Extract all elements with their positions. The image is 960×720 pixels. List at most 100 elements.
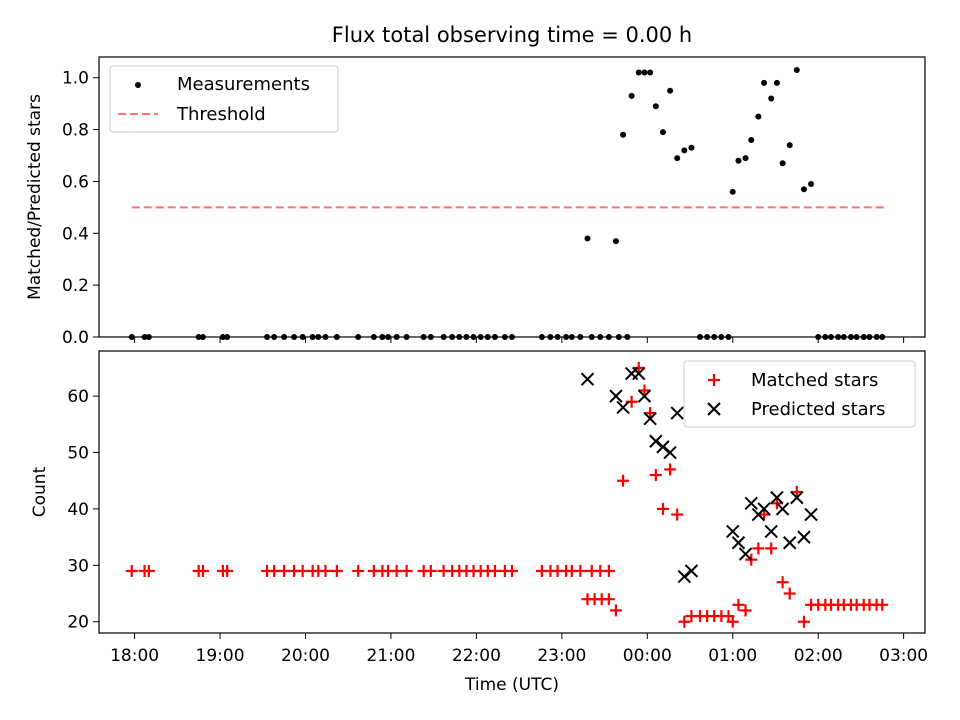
measurement-point xyxy=(681,147,688,154)
xtick-label: 20:00 xyxy=(281,646,330,666)
predicted-stars-points xyxy=(580,366,818,584)
measurement-point xyxy=(612,238,619,245)
matched-star-point xyxy=(632,361,645,374)
matched-star-point xyxy=(726,615,739,628)
matched-star-point xyxy=(196,564,209,577)
predicted-star-point xyxy=(656,440,670,454)
predicted-star-point xyxy=(782,536,797,550)
bottom-y-ticks: 20 30 40 50 60 xyxy=(67,387,99,633)
measurement-point xyxy=(659,129,666,136)
predicted-star-point xyxy=(643,411,657,426)
chart-title: Flux total observing time = 0.00 h xyxy=(332,23,692,47)
top-legend-box xyxy=(109,65,339,133)
predicted-star-point xyxy=(663,445,677,460)
top-y-ticks: 0.0 0.2 0.4 0.6 0.8 1.0 xyxy=(62,69,99,348)
predicted-star-point xyxy=(790,490,804,505)
matched-star-point xyxy=(142,564,155,577)
bottom-legend: Matched stars Predicted stars xyxy=(683,360,916,428)
matched-star-point xyxy=(638,384,651,397)
legend-predicted-label: Predicted stars xyxy=(751,399,885,420)
top-ytick-label: 0.6 xyxy=(62,172,89,192)
bottom-ytick-label: 20 xyxy=(67,613,89,633)
top-ytick-label: 0.8 xyxy=(62,121,89,141)
predicted-star-point xyxy=(744,496,758,510)
matched-star-point xyxy=(656,502,669,515)
measurement-point xyxy=(674,155,681,162)
bottom-ytick-label: 30 xyxy=(67,556,89,576)
xtick-label: 18:00 xyxy=(110,646,159,666)
predicted-star-point xyxy=(649,434,663,448)
xtick-label: 19:00 xyxy=(196,646,245,666)
measurement-point xyxy=(793,66,800,73)
xtick-label: 01:00 xyxy=(708,646,757,666)
matched-star-point xyxy=(330,564,343,577)
matched-star-point xyxy=(574,564,587,577)
measurement-point xyxy=(688,144,695,151)
predicted-star-point xyxy=(764,524,778,539)
matched-star-point xyxy=(678,615,691,628)
top-x-ticks xyxy=(134,337,905,343)
measurement-point xyxy=(800,186,807,193)
top-y-label: Matched/Predicted stars xyxy=(25,94,45,300)
bottom-panel: 20 30 40 50 60 18:00 19:00 20:00 21:00 22:00 23:0… xyxy=(30,350,928,695)
predicted-star-point xyxy=(616,400,630,415)
measurement-point xyxy=(761,79,768,86)
predicted-star-point xyxy=(804,507,818,522)
matched-star-point xyxy=(506,564,518,577)
measurement-point xyxy=(748,136,755,143)
predicted-star-point xyxy=(738,547,753,561)
matched-star-point xyxy=(125,564,138,577)
xtick-label: 21:00 xyxy=(366,646,415,666)
matched-star-point xyxy=(644,407,657,420)
xtick-label: 23:00 xyxy=(537,646,586,666)
top-legend: Measurements Threshold xyxy=(109,65,339,133)
measurement-point xyxy=(635,69,642,76)
top-axes-frame xyxy=(98,56,926,338)
matched-star-point xyxy=(221,564,234,577)
measurement-point xyxy=(808,181,815,188)
x-axis-label: Time (UTC) xyxy=(464,675,559,695)
matched-star-point xyxy=(776,576,789,589)
top-ytick-label: 1.0 xyxy=(62,69,89,89)
matched-star-point xyxy=(797,615,810,628)
measurement-point xyxy=(755,113,762,120)
predicted-star-point xyxy=(609,389,623,403)
matched-star-point xyxy=(424,564,437,577)
matched-star-point xyxy=(758,508,771,521)
matched-star-point xyxy=(664,463,677,476)
predicted-star-point xyxy=(637,389,652,403)
predicted-star-point xyxy=(677,569,692,584)
predicted-star-point xyxy=(684,564,699,578)
legend-measurements-marker xyxy=(135,82,141,88)
measurement-point xyxy=(779,160,786,167)
predicted-star-point xyxy=(670,406,684,420)
matched-star-point xyxy=(602,564,615,577)
matched-star-point xyxy=(732,598,745,611)
top-panel: 0.0 0.2 0.4 0.6 0.8 1.0 Matched/Predicted sta… xyxy=(25,56,926,348)
predicted-star-point xyxy=(580,372,595,386)
measurement-point xyxy=(786,142,793,149)
bottom-y-label: Count xyxy=(30,466,50,517)
matched-star-point xyxy=(400,564,413,577)
matched-star-point xyxy=(765,542,778,555)
bottom-ytick-label: 40 xyxy=(67,500,89,520)
matched-star-point xyxy=(617,474,630,487)
matched-star-point xyxy=(876,598,889,611)
matched-star-point xyxy=(783,587,796,600)
predicted-star-point xyxy=(797,530,811,544)
xtick-label: 03:00 xyxy=(879,646,928,666)
measurement-point xyxy=(620,131,627,138)
matched-star-point xyxy=(319,564,332,577)
predicted-star-point xyxy=(731,536,746,550)
legend-matched-label: Matched stars xyxy=(751,370,878,391)
bottom-axes-frame xyxy=(98,350,926,634)
matched-stars-points xyxy=(125,361,889,628)
matched-star-point xyxy=(739,604,752,617)
measurement-point xyxy=(773,79,780,86)
xtick-label: 22:00 xyxy=(452,646,501,666)
matched-star-point xyxy=(609,604,622,617)
matched-star-point xyxy=(649,469,662,482)
measurement-point xyxy=(735,157,742,164)
matched-star-point xyxy=(752,542,765,555)
matched-star-point xyxy=(352,564,365,577)
